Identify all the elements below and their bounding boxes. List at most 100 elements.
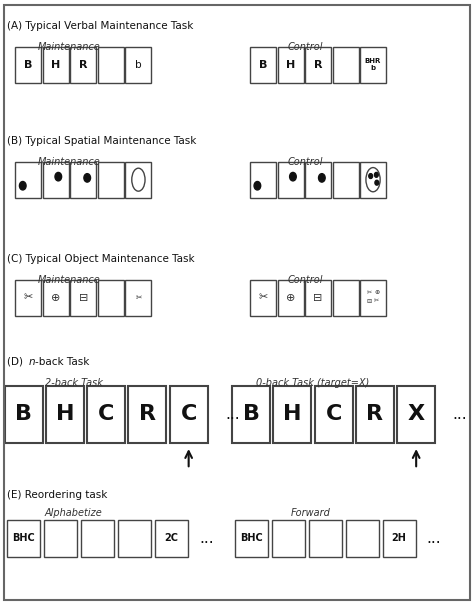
Text: R: R xyxy=(79,60,88,70)
Bar xyxy=(272,520,305,557)
Text: H: H xyxy=(51,60,61,70)
Text: H: H xyxy=(283,404,302,425)
Bar xyxy=(277,47,303,83)
Text: 2H: 2H xyxy=(392,534,407,543)
Bar xyxy=(15,280,41,316)
Text: ...: ... xyxy=(225,407,240,422)
Text: B: B xyxy=(259,60,267,70)
Text: ✂: ✂ xyxy=(135,293,142,302)
Text: Maintenance: Maintenance xyxy=(37,42,100,53)
Text: ...: ... xyxy=(453,407,467,422)
Bar xyxy=(309,520,342,557)
Bar xyxy=(277,162,303,198)
Bar xyxy=(70,162,96,198)
Bar xyxy=(15,47,41,83)
Text: ⊕: ⊕ xyxy=(286,293,295,302)
Text: Control: Control xyxy=(288,275,323,286)
Text: B: B xyxy=(243,404,260,425)
Bar xyxy=(305,280,331,316)
Text: ✂: ✂ xyxy=(374,299,380,304)
Text: (D): (D) xyxy=(7,357,29,367)
Text: ⊟: ⊟ xyxy=(366,299,372,304)
Text: ✂: ✂ xyxy=(366,290,372,295)
Bar xyxy=(43,162,69,198)
Bar xyxy=(43,280,69,316)
Text: ...: ... xyxy=(427,531,441,546)
Circle shape xyxy=(19,182,26,190)
Circle shape xyxy=(375,180,379,185)
Text: Maintenance: Maintenance xyxy=(37,275,100,286)
Text: (A) Typical Verbal Maintenance Task: (A) Typical Verbal Maintenance Task xyxy=(7,21,193,31)
Bar xyxy=(333,280,358,316)
Text: ✂: ✂ xyxy=(258,293,268,302)
Bar xyxy=(81,520,114,557)
Text: H: H xyxy=(286,60,295,70)
Text: Control: Control xyxy=(288,157,323,168)
Circle shape xyxy=(374,172,378,177)
Text: 0-back Task (target=X): 0-back Task (target=X) xyxy=(256,378,369,388)
Bar xyxy=(70,47,96,83)
Text: C: C xyxy=(326,404,342,425)
Bar xyxy=(383,520,416,557)
Text: (C) Typical Object Maintenance Task: (C) Typical Object Maintenance Task xyxy=(7,254,195,264)
Bar xyxy=(7,520,40,557)
Circle shape xyxy=(319,174,325,182)
Bar xyxy=(250,47,276,83)
Bar xyxy=(15,162,41,198)
Bar xyxy=(273,386,311,443)
Bar xyxy=(333,47,358,83)
Text: ⊟: ⊟ xyxy=(313,293,323,302)
Text: 2C: 2C xyxy=(164,534,179,543)
Bar xyxy=(125,280,151,316)
Bar xyxy=(356,386,394,443)
Text: H: H xyxy=(55,404,74,425)
Text: ...: ... xyxy=(199,531,214,546)
Bar xyxy=(305,162,331,198)
Bar xyxy=(346,520,379,557)
Text: -back Task: -back Task xyxy=(35,357,89,367)
Text: B: B xyxy=(24,60,33,70)
Text: X: X xyxy=(408,404,425,425)
Text: Forward: Forward xyxy=(291,508,330,518)
Bar xyxy=(333,162,358,198)
Text: Maintenance: Maintenance xyxy=(37,157,100,168)
Text: ⊕: ⊕ xyxy=(374,290,380,295)
Text: Alphabetize: Alphabetize xyxy=(45,508,102,518)
Text: (B) Typical Spatial Maintenance Task: (B) Typical Spatial Maintenance Task xyxy=(7,136,197,146)
Circle shape xyxy=(55,172,62,181)
Bar xyxy=(118,520,151,557)
Text: ⊟: ⊟ xyxy=(79,293,88,302)
Bar xyxy=(46,386,84,443)
Text: (E) Reordering task: (E) Reordering task xyxy=(7,490,108,500)
Text: C: C xyxy=(98,404,114,425)
Text: Control: Control xyxy=(288,42,323,53)
Circle shape xyxy=(84,174,91,182)
Text: BHR
b: BHR b xyxy=(365,58,381,71)
Bar xyxy=(70,280,96,316)
Bar xyxy=(98,47,124,83)
Bar xyxy=(5,386,43,443)
Text: ⊕: ⊕ xyxy=(51,293,61,302)
Text: 2-back Task: 2-back Task xyxy=(45,378,102,388)
Text: B: B xyxy=(15,404,32,425)
Bar xyxy=(397,386,435,443)
Bar xyxy=(98,280,124,316)
Bar xyxy=(315,386,353,443)
Bar xyxy=(170,386,208,443)
Bar xyxy=(98,162,124,198)
Circle shape xyxy=(254,182,261,190)
Text: R: R xyxy=(139,404,156,425)
Bar xyxy=(250,280,276,316)
Text: ✂: ✂ xyxy=(24,293,33,302)
Bar xyxy=(87,386,125,443)
Bar xyxy=(43,47,69,83)
Circle shape xyxy=(290,172,296,181)
Circle shape xyxy=(369,174,373,178)
Bar xyxy=(360,162,386,198)
Text: n: n xyxy=(28,357,35,367)
Bar xyxy=(128,386,166,443)
Text: R: R xyxy=(314,60,322,70)
Text: R: R xyxy=(366,404,383,425)
Text: BHC: BHC xyxy=(12,534,35,543)
Bar xyxy=(44,520,77,557)
